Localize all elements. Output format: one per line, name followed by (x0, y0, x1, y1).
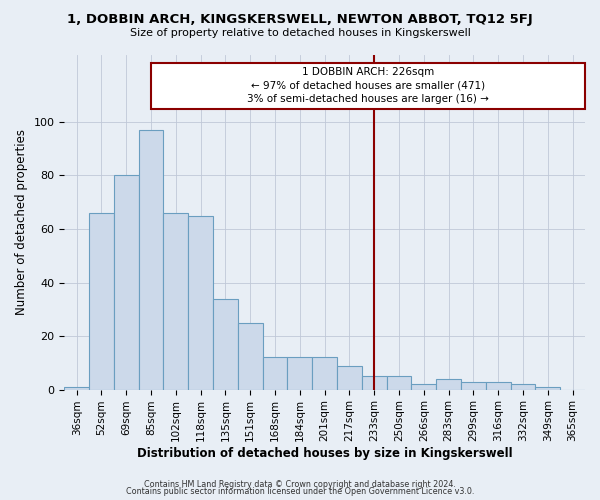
Bar (486, 382, 511, 390)
Bar (511, 384, 535, 390)
Bar (238, 322, 263, 390)
Bar (337, 366, 362, 390)
Bar (386, 376, 412, 390)
Text: Contains HM Land Registry data © Crown copyright and database right 2024.: Contains HM Land Registry data © Crown c… (144, 480, 456, 489)
Text: 1, DOBBIN ARCH, KINGSKERSWELL, NEWTON ABBOT, TQ12 5FJ: 1, DOBBIN ARCH, KINGSKERSWELL, NEWTON AB… (67, 12, 533, 26)
Bar (188, 216, 213, 390)
Bar (114, 176, 139, 390)
Bar (139, 130, 163, 390)
Text: 3% of semi-detached houses are larger (16) →: 3% of semi-detached houses are larger (1… (247, 94, 489, 104)
Text: 1 DOBBIN ARCH: 226sqm: 1 DOBBIN ARCH: 226sqm (302, 68, 434, 78)
Bar (213, 298, 238, 390)
Bar (89, 213, 114, 390)
X-axis label: Distribution of detached houses by size in Kingskerswell: Distribution of detached houses by size … (137, 447, 512, 460)
Text: ← 97% of detached houses are smaller (471): ← 97% of detached houses are smaller (47… (251, 81, 485, 91)
Text: Size of property relative to detached houses in Kingskerswell: Size of property relative to detached ho… (130, 28, 470, 38)
Bar (64, 387, 89, 390)
Bar (436, 379, 461, 390)
Bar (362, 376, 386, 390)
Bar (287, 358, 312, 390)
FancyBboxPatch shape (151, 63, 585, 108)
Bar (535, 387, 560, 390)
Y-axis label: Number of detached properties: Number of detached properties (15, 130, 28, 316)
Bar (312, 358, 337, 390)
Bar (163, 213, 188, 390)
Bar (263, 358, 287, 390)
Bar (412, 384, 436, 390)
Bar (461, 382, 486, 390)
Text: Contains public sector information licensed under the Open Government Licence v3: Contains public sector information licen… (126, 488, 474, 496)
